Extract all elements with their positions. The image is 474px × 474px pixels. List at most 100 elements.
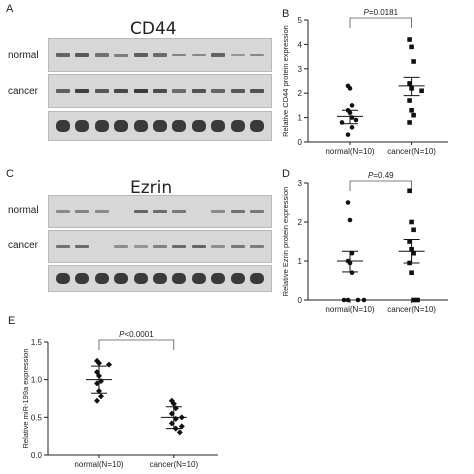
blot-c-cancer-strip	[48, 230, 272, 263]
blot-a-loading-strip	[48, 111, 272, 141]
blot-c-loading-strip	[48, 265, 272, 292]
blot-a-cancer-band-7	[172, 89, 187, 93]
chart-b-y-tick-label: 3	[298, 65, 303, 74]
blot-c-cancer-band-7	[172, 244, 187, 249]
chart-b-point-cancer	[407, 81, 412, 86]
blot-c-normal-band-11	[250, 209, 265, 214]
blot-title-ezrin: Ezrin	[130, 178, 173, 198]
blot-c-normal-strip	[48, 195, 272, 228]
blot-a-cancer-band-10	[230, 89, 245, 93]
blot-c-loading-band-7	[172, 273, 187, 284]
blot-c-normal-band-9	[211, 210, 226, 213]
blot-a-loading-band-1	[55, 120, 70, 132]
blot-a-cancer-band-3	[94, 89, 109, 93]
blot-c-row-cancer: cancer	[8, 240, 39, 251]
blot-c-cancer-band-10	[230, 244, 245, 249]
chart-b-point-cancer	[407, 98, 412, 103]
panel-letter-c: C	[6, 168, 14, 180]
blot-a-cancer-band-8	[191, 89, 206, 93]
blot-a-normal-strip	[48, 38, 272, 72]
blot-a-normal-band-3	[94, 53, 109, 57]
blot-c-normal-band-2	[75, 210, 90, 213]
chart-b-significance-bracket	[349, 17, 413, 28]
blot-a-loading-band-6	[152, 120, 167, 132]
panel-letter-e: E	[8, 315, 16, 327]
blot-c-cancer-band-1	[55, 244, 70, 249]
chart-b-point-cancer	[409, 107, 414, 113]
blot-a-cancer-strip	[48, 74, 272, 108]
blot-a-loading-band-5	[133, 120, 148, 132]
blot-a-normal-band-10	[230, 53, 245, 57]
blot-c-row-normal: normal	[8, 205, 39, 216]
chart-b-point-cancer	[411, 112, 416, 118]
blot-c-normal-band-6	[152, 209, 167, 214]
blot-c-normal-band-1	[55, 210, 70, 213]
blot-a-loading-band-9	[211, 120, 226, 132]
blot-a-normal-band-2	[75, 53, 90, 57]
blot-c-loading-band-11	[250, 273, 265, 284]
blot-c-cancer-band-11	[250, 245, 265, 248]
blot-a-loading-band-4	[114, 120, 129, 132]
chart-b-point-normal	[353, 117, 359, 123]
chart-b-point-cancer	[419, 88, 424, 94]
blot-a-row-normal: normal	[8, 50, 39, 61]
blot-a-normal-band-7	[172, 53, 187, 57]
blot-c-normal-band-5	[133, 209, 148, 214]
blot-c-cancer-band-2	[75, 244, 90, 249]
blot-a-normal-band-1	[55, 53, 70, 57]
blot-a-loading-band-10	[230, 120, 245, 132]
blot-c-cancer-band-9	[211, 245, 226, 248]
blot-a-cancer-band-4	[114, 88, 129, 94]
chart-b-y-tick-label: 2	[298, 89, 303, 98]
blot-a-normal-band-9	[211, 53, 226, 57]
blot-c-loading-band-4	[114, 273, 129, 284]
chart-b-point-normal	[349, 125, 355, 130]
blot-a-normal-band-8	[191, 53, 206, 57]
blot-c-loading-band-9	[211, 273, 226, 284]
blot-a-normal-band-6	[152, 53, 167, 57]
blot-a-loading-band-3	[94, 120, 109, 132]
blot-a-cancer-band-11	[250, 89, 265, 93]
chart-b-point-normal	[349, 103, 355, 108]
blot-a-normal-band-4	[114, 53, 129, 57]
chart-b-p-value: P=0.0181	[364, 8, 399, 17]
blot-c-normal-band-3	[94, 210, 109, 213]
blot-c-cancer-band-5	[133, 245, 148, 248]
blot-a-normal-band-11	[250, 53, 265, 57]
blot-a-cancer-band-6	[152, 89, 167, 93]
blot-c-loading-band-1	[55, 273, 70, 284]
blot-title-cd44: CD44	[130, 19, 177, 39]
blot-a-cancer-band-1	[55, 89, 70, 93]
blot-a-cancer-band-2	[75, 88, 90, 94]
blot-c-cancer-band-4	[114, 245, 129, 248]
blot-c-loading-band-3	[94, 273, 109, 284]
blot-a-loading-band-11	[250, 120, 265, 132]
chart-b-y-tick-label: 1	[298, 114, 303, 123]
chart-b-point-normal	[347, 86, 353, 91]
chart-b-x-tick-label: cancer(N=10)	[387, 147, 436, 156]
blot-a-loading-band-2	[75, 120, 90, 132]
chart-b-point-cancer	[409, 44, 414, 50]
chart-b-point-cancer	[411, 59, 416, 64]
chart-b-point-cancer	[407, 37, 412, 42]
blot-a-row-cancer: cancer	[8, 86, 39, 97]
chart-b-x-tick-label: normal(N=10)	[325, 147, 374, 156]
chart-b-y-tick-label: 4	[298, 40, 303, 49]
blot-c-loading-band-6	[152, 273, 167, 284]
blot-a-cancer-band-5	[133, 88, 148, 94]
blot-c-loading-band-2	[75, 273, 90, 284]
panel-letter-a: A	[6, 3, 14, 15]
blot-c-normal-band-10	[230, 209, 245, 214]
blot-c-cancer-band-8	[191, 244, 206, 249]
blot-c-cancer-band-6	[152, 245, 167, 248]
blot-c-loading-band-10	[230, 273, 245, 284]
blot-c-loading-band-8	[191, 273, 206, 284]
blot-c-normal-band-7	[172, 209, 187, 214]
chart-b-y-axis-label: Relative CD44 protein expression	[281, 25, 290, 137]
blot-a-normal-band-5	[133, 53, 148, 57]
blot-c-loading-band-5	[133, 273, 148, 284]
chart-b-y-tick-label: 0	[298, 138, 303, 147]
chart-b-point-cancer	[407, 120, 412, 125]
chart-b-y-tick-label: 5	[298, 16, 303, 25]
